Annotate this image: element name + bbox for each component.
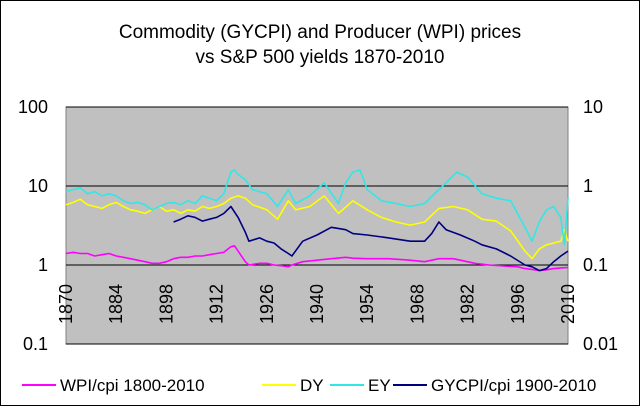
- series-line-ey: [65, 169, 569, 246]
- x-tick-label: 1884: [106, 284, 126, 324]
- right-tick-label: 1: [583, 176, 593, 196]
- x-tick-label: 1954: [357, 284, 377, 324]
- right-tick-label: 10: [583, 97, 603, 117]
- series-line-dy: [65, 195, 569, 260]
- x-tick-label: 2010: [558, 284, 578, 324]
- plot-area: [65, 106, 569, 345]
- x-tick-label: 1968: [407, 284, 427, 324]
- x-tick-label: 1982: [458, 284, 478, 324]
- right-axis-ticks: 10 1 0.1 0.01: [583, 97, 618, 354]
- right-tick-label: 0.1: [583, 255, 608, 275]
- left-tick-label: 100: [18, 97, 48, 117]
- left-tick-label: 1: [38, 255, 48, 275]
- series-line-wpi: [65, 245, 569, 272]
- legend-label-ey: EY: [368, 376, 391, 395]
- x-axis-ticks: 1870 1884 1898 1912 1926 1940 1954 1968 1982 1996…: [56, 284, 578, 324]
- legend-label-wpi: WPI/cpi 1800-2010: [60, 376, 205, 395]
- x-tick-label: 1912: [207, 284, 227, 324]
- series-line-gycpi: [173, 205, 569, 272]
- chart-title: Commodity (GYCPI) and Producer (WPI) pri…: [119, 22, 521, 43]
- legend-label-dy: DY: [300, 376, 324, 395]
- x-tick-label: 1940: [307, 284, 327, 324]
- legend-label-gycpi: GYCPI/cpi 1900-2010: [431, 376, 596, 395]
- x-tick-label: 1898: [156, 284, 176, 324]
- left-tick-label: 0.1: [23, 334, 48, 354]
- left-tick-label: 10: [28, 176, 48, 196]
- legend: WPI/cpi 1800-2010 DY EY GYCPI/cpi 1900-2…: [22, 376, 596, 395]
- left-axis-ticks: 100 10 1 0.1: [18, 97, 48, 354]
- right-tick-label: 0.01: [583, 334, 618, 354]
- series-layer: [65, 169, 569, 272]
- chart-subtitle: vs S&P 500 yields 1870-2010: [196, 47, 445, 68]
- x-tick-label: 1926: [257, 284, 277, 324]
- x-tick-label: 1996: [508, 284, 528, 324]
- x-tick-label: 1870: [56, 284, 76, 324]
